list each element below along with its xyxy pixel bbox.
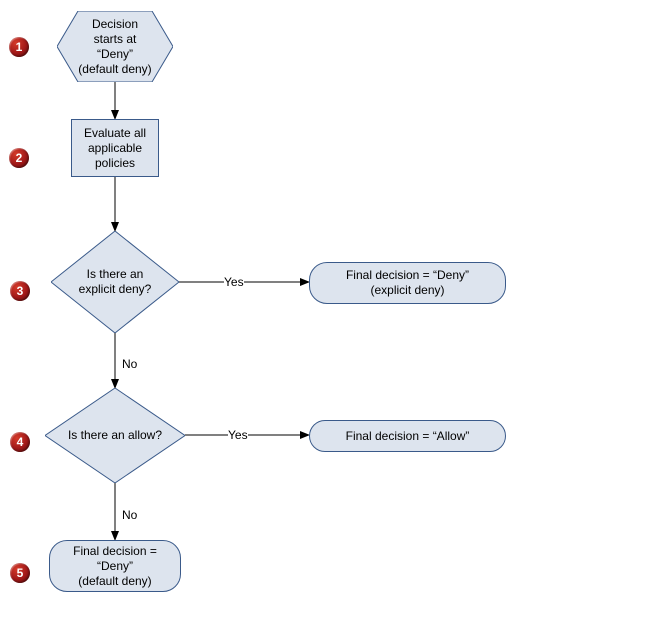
node-label-line: “Deny” [73, 559, 157, 574]
node-label-line: Final decision = “Deny” [346, 268, 469, 283]
node-label-start: Decisionstarts at“Deny”(default deny) [57, 11, 173, 82]
node-label-line: “Deny” [78, 47, 151, 62]
edge-label-explicit_deny_q-final_deny_explicit: Yes [224, 275, 244, 289]
step-badge-4: 4 [10, 432, 30, 452]
node-label-line: (explicit deny) [346, 283, 469, 298]
node-label-line: starts at [78, 32, 151, 47]
node-label-final_allow: Final decision = “Allow” [346, 429, 470, 444]
node-label-explicit_deny_q: Is there anexplicit deny? [51, 231, 179, 333]
step-badge-5: 5 [10, 563, 30, 583]
node-label-line: Final decision = [73, 544, 157, 559]
edge-label-allow_q-final_allow: Yes [228, 428, 248, 442]
node-label-line: policies [84, 156, 146, 171]
node-label-line: (default deny) [78, 62, 151, 77]
node-label-final_deny_explicit: Final decision = “Deny”(explicit deny) [346, 268, 469, 298]
step-badge-1: 1 [9, 37, 29, 57]
node-label-line: explicit deny? [79, 282, 152, 297]
node-allow_q: Is there an allow? [45, 388, 185, 483]
flowchart-canvas: YesNoYesNo12345Decisionstarts at“Deny”(d… [0, 0, 661, 618]
node-final_deny_default: Final decision =“Deny”(default deny) [49, 540, 181, 592]
step-badge-2: 2 [9, 148, 29, 168]
node-final_allow: Final decision = “Allow” [309, 420, 506, 452]
node-label-line: Is there an allow? [68, 428, 162, 443]
node-explicit_deny_q: Is there anexplicit deny? [51, 231, 179, 333]
node-final_deny_explicit: Final decision = “Deny”(explicit deny) [309, 262, 506, 304]
node-label-line: Decision [78, 17, 151, 32]
node-label-line: Is there an [79, 267, 152, 282]
node-label-line: applicable [84, 141, 146, 156]
node-label-final_deny_default: Final decision =“Deny”(default deny) [73, 544, 157, 589]
node-label-line: Final decision = “Allow” [346, 429, 470, 444]
edge-label-explicit_deny_q-allow_q: No [122, 357, 137, 371]
node-label-line: (default deny) [73, 574, 157, 589]
node-label-evaluate: Evaluate allapplicablepolicies [84, 126, 146, 171]
node-evaluate: Evaluate allapplicablepolicies [71, 119, 159, 177]
node-label-allow_q: Is there an allow? [45, 388, 185, 483]
edge-label-allow_q-final_deny_default: No [122, 508, 137, 522]
node-start: Decisionstarts at“Deny”(default deny) [57, 11, 173, 82]
step-badge-3: 3 [10, 281, 30, 301]
node-label-line: Evaluate all [84, 126, 146, 141]
